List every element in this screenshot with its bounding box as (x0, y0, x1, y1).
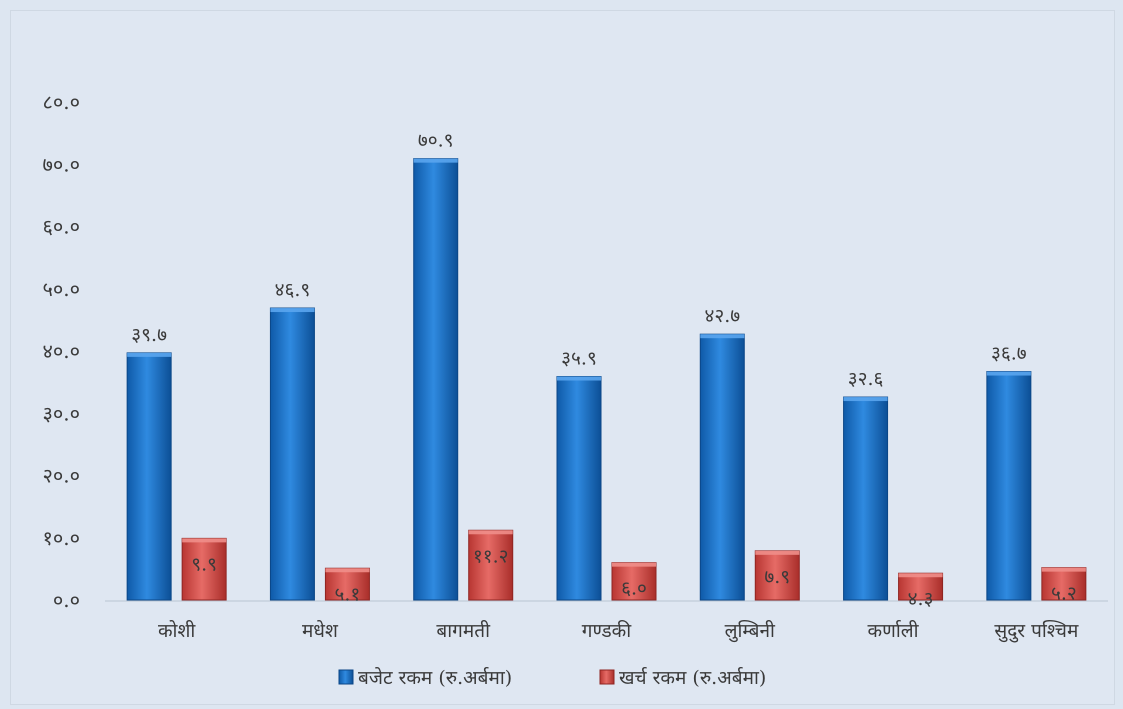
expense-bar-top (182, 538, 227, 543)
expense-bar-top (325, 568, 370, 573)
expense-bar-top (898, 573, 943, 578)
y-tick-label: ६०.० (42, 215, 80, 239)
bars-group (126, 158, 1087, 601)
legend-swatch-budget (338, 669, 354, 685)
legend-label-expense: खर्च रकम (रु.अर्बमा) (619, 666, 766, 689)
y-tick-label: ८०.० (42, 90, 80, 114)
data-labels-group: ३९.७ ९.९ ४६.९ ५.१ ७०.९ ११.२ ३५.९ ६.० ४२.७ ७.९ ३२.६… (131, 130, 1076, 611)
budget-data-label: ३२.६ (848, 368, 884, 390)
y-axis: ०.० १०.० २०.० ३०.० ४०.० ५०.० ६०.० ७०.० ८०.० (42, 90, 80, 612)
budget-bar-top (557, 376, 601, 381)
budget-bar (556, 376, 602, 601)
budget-bar-top (127, 352, 172, 357)
y-tick-label: ७०.० (42, 152, 80, 176)
legend: बजेट रकम (रु.अर्बमा) खर्च रकम (रु.अर्बमा) (338, 666, 766, 689)
budget-bar (413, 158, 459, 601)
expense-bar (611, 562, 657, 601)
budget-bar-top (413, 158, 458, 163)
expense-data-label: ६.० (621, 578, 647, 600)
expense-bar (1041, 567, 1087, 601)
budget-bar-top (843, 397, 888, 402)
x-axis: कोशी मधेश बागमती गण्डकी लुम्बिनी कर्णाली सुदुर… (105, 600, 1108, 643)
budget-data-label: ७०.९ (418, 130, 454, 152)
expense-bar-top (468, 530, 513, 535)
x-category-label: गण्डकी (582, 619, 632, 642)
expense-data-label: ४.३ (908, 588, 934, 610)
budget-data-label: ४२.७ (704, 305, 740, 327)
x-category-label: कोशी (158, 619, 196, 642)
expense-data-label: ११.२ (473, 545, 509, 567)
expense-bar-top (755, 550, 800, 555)
y-tick-label: २०.० (42, 464, 80, 488)
expense-bar-top (1041, 567, 1086, 572)
expense-bar (181, 537, 227, 601)
legend-label-budget: बजेट रकम (रु.अर्बमा) (358, 666, 512, 689)
y-tick-label: १०.० (42, 526, 80, 550)
expense-bar-top (612, 562, 656, 567)
expense-data-label: ५.१ (335, 583, 361, 605)
legend-swatch-expense (599, 669, 615, 685)
budget-bar (986, 371, 1032, 601)
budget-bar (126, 352, 172, 601)
x-category-label: सुदुर पश्चिम (994, 619, 1079, 643)
budget-data-label: ३५.९ (561, 348, 597, 370)
y-tick-label: ०.० (53, 588, 80, 612)
budget-bar (269, 307, 315, 601)
budget-bar (843, 396, 889, 601)
budget-data-label: ४६.९ (275, 279, 311, 301)
expense-data-label: ७.९ (764, 566, 790, 588)
x-category-label: लुम्बिनी (725, 619, 776, 643)
budget-data-label: ३९.७ (131, 324, 167, 346)
y-tick-label: ४०.० (42, 339, 80, 363)
x-category-label: मधेश (302, 619, 339, 642)
x-category-label: कर्णाली (868, 619, 920, 642)
budget-bar-top (986, 371, 1031, 376)
y-tick-label: ५०.० (42, 277, 80, 301)
expense-bar (898, 572, 944, 601)
x-category-label: बागमती (436, 619, 491, 642)
expense-bar (754, 550, 800, 601)
expense-data-label: ९.९ (191, 553, 217, 575)
budget-bar (699, 333, 745, 601)
budget-bar-top (270, 308, 315, 313)
expense-bar (468, 529, 514, 601)
budget-bar-top (700, 334, 745, 339)
expense-data-label: ५.२ (1051, 583, 1077, 605)
y-tick-label: ३०.० (42, 401, 80, 425)
budget-data-label: ३६.७ (991, 343, 1027, 365)
